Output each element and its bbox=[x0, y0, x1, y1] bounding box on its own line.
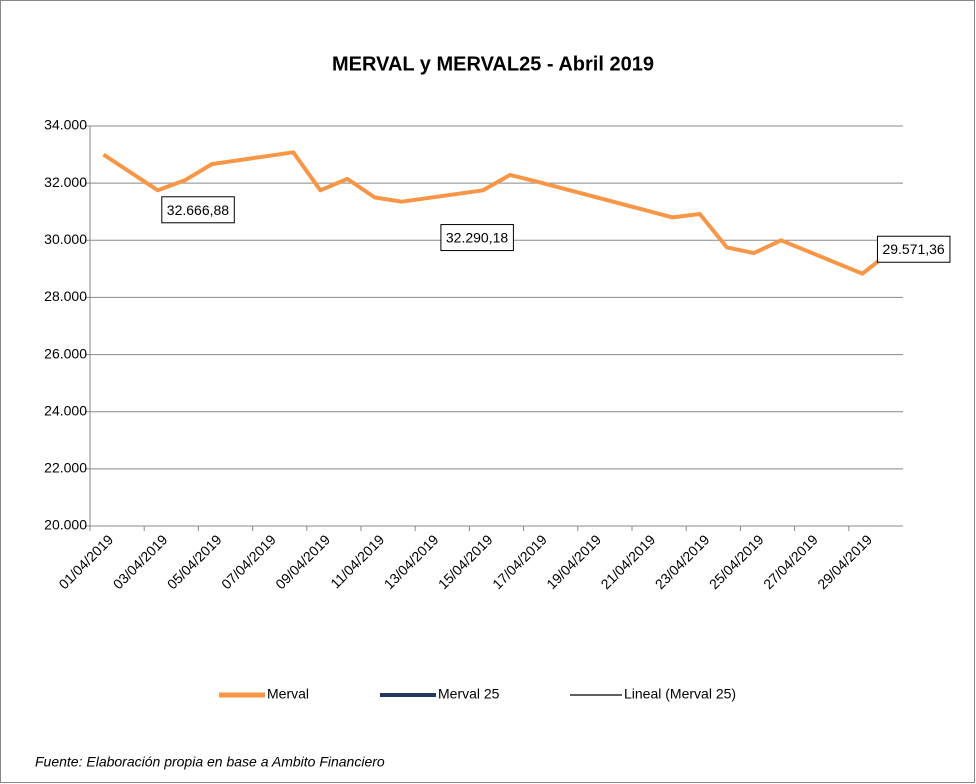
data-label-box bbox=[876, 235, 951, 263]
legend-label: Merval bbox=[267, 686, 309, 702]
y-tick-label: 22.000 bbox=[44, 460, 87, 476]
legend-label: Merval 25 bbox=[438, 686, 500, 702]
data-label: 32.290,18 bbox=[446, 230, 508, 246]
series-line bbox=[102, 150, 891, 276]
data-label: 29.571,36 bbox=[882, 241, 944, 257]
y-tick-label: 30.000 bbox=[44, 231, 87, 247]
data-label: 32.666,88 bbox=[167, 202, 229, 218]
y-tick-label: 26.000 bbox=[44, 345, 87, 361]
data-label-box bbox=[440, 224, 514, 252]
legend-label: Lineal (Merval 25) bbox=[624, 686, 736, 702]
y-tick-label: 34.000 bbox=[44, 117, 87, 133]
y-tick-label: 24.000 bbox=[44, 402, 87, 418]
data-label-box bbox=[161, 196, 235, 224]
y-tick-label: 32.000 bbox=[44, 174, 87, 190]
y-tick-label: 28.000 bbox=[44, 288, 87, 304]
chart-title: MERVAL y MERVAL25 - Abril 2019 bbox=[332, 53, 654, 75]
source-note: Fuente: Elaboración propia en base a Amb… bbox=[35, 754, 385, 770]
y-tick-label: 20.000 bbox=[44, 517, 87, 533]
